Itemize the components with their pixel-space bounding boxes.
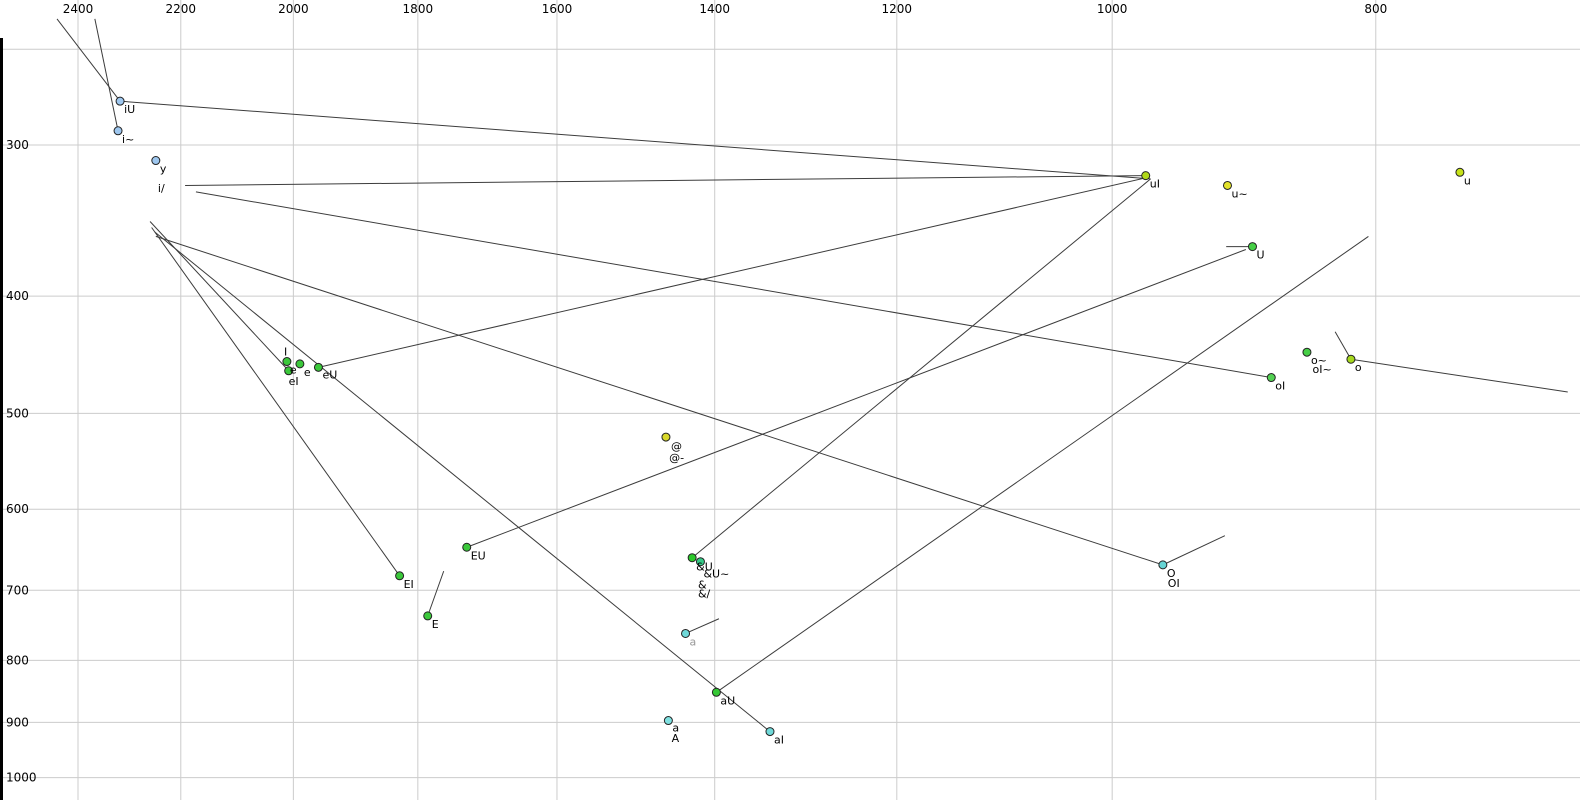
i~-onset-line	[94, 18, 119, 131]
vowel-extra-label: I	[284, 346, 287, 359]
o-tick	[1334, 331, 1352, 360]
vowel-label: e	[304, 366, 311, 379]
vowel-label: uI	[1150, 178, 1160, 191]
x-tick-label: 1400	[699, 2, 730, 16]
y-tick-label: 400	[6, 289, 29, 303]
vowel-point-EU[interactable]	[462, 542, 472, 552]
vowel-point-EI[interactable]	[395, 571, 405, 581]
vowel-label: &U~	[703, 568, 729, 581]
vowel-extra-label: @-	[669, 452, 684, 465]
&U-trajectory	[691, 178, 1151, 559]
iU-trajectory	[120, 100, 1151, 180]
y-tick-label: 500	[6, 406, 29, 420]
vowel-point-o~[interactable]	[1302, 347, 1312, 357]
x-tick-label: 1600	[542, 2, 573, 16]
vowel-point-O[interactable]	[1158, 560, 1168, 570]
vowel-label: @	[671, 440, 682, 453]
vowel-label: u	[1464, 174, 1471, 187]
window-edge	[0, 38, 3, 800]
E-tick	[427, 570, 445, 617]
vowel-label: &U	[696, 561, 713, 574]
vowel-point-aI[interactable]	[765, 727, 775, 737]
vowel-label: i~	[122, 133, 134, 146]
vowel-label: o	[1355, 361, 1362, 374]
vowel-label: EI	[404, 578, 414, 591]
vowel-label: a	[690, 635, 697, 648]
vowel-label: o~	[1311, 354, 1327, 367]
vowel-label: U	[1256, 249, 1264, 262]
vowel-label: aI	[774, 734, 784, 747]
vowel-point-uI[interactable]	[1141, 171, 1151, 181]
vowel-extra-label: oI~	[1313, 363, 1332, 376]
x-tick-label: 2400	[63, 2, 94, 16]
vowel-label: EU	[471, 549, 486, 562]
y-tick-label: 1000	[6, 771, 37, 785]
vowel-label: eU	[322, 368, 337, 381]
y-tick-label: 700	[6, 583, 29, 597]
OI-trajectory	[155, 235, 1164, 566]
y-tick-label: 800	[6, 653, 29, 667]
vowel-point-E[interactable]	[423, 611, 433, 621]
vowel-label: y	[160, 163, 167, 176]
vowel-point-&U~[interactable]	[695, 557, 705, 567]
EU-trajectory	[466, 249, 1247, 548]
x-tick-label: 1800	[403, 2, 434, 16]
vowel-point-i~[interactable]	[113, 126, 123, 136]
vowel-point-iU[interactable]	[115, 96, 125, 106]
vowel-label: a	[672, 722, 679, 735]
vowel-point-&U[interactable]	[687, 553, 697, 563]
vowel-point-aU[interactable]	[711, 687, 721, 697]
vowel-extra-label: OI	[1168, 577, 1180, 590]
x-tick-label: 2200	[166, 2, 197, 16]
aI-trajectory	[154, 231, 771, 732]
O-tick	[1162, 535, 1226, 566]
x-tick-label: 1200	[882, 2, 913, 16]
vowel-point-eI[interactable]	[284, 366, 294, 376]
y-tick-label: 900	[6, 715, 29, 729]
vowel-point-a[interactable]	[681, 628, 691, 638]
vowel-point-eU[interactable]	[313, 362, 323, 372]
x-tick-label: 2000	[278, 2, 309, 16]
a-tick	[685, 618, 720, 634]
vowel-label: aU	[720, 694, 735, 707]
vowel-extra-label: &	[698, 579, 707, 592]
vowel-point-e[interactable]	[282, 357, 292, 367]
aU-trajectory	[716, 236, 1369, 693]
vowel-label: E	[432, 618, 439, 631]
vowel-label: u~	[1231, 187, 1247, 200]
uI-trajectory	[185, 175, 1146, 186]
vowel-point-a[interactable]	[663, 716, 673, 726]
vowel-point-U[interactable]	[1247, 242, 1257, 252]
vowel-point-y[interactable]	[151, 156, 161, 166]
vowel-label: oI	[1275, 380, 1285, 393]
vowel-point-e[interactable]	[295, 359, 305, 369]
vowel-point-@[interactable]	[661, 432, 671, 442]
y-tick-label: 600	[6, 502, 29, 516]
vowel-point-oI[interactable]	[1266, 373, 1276, 383]
vowel-point-u[interactable]	[1455, 167, 1465, 177]
x-tick-label: 800	[1364, 2, 1387, 16]
vowel-label: O	[1167, 567, 1176, 580]
vowel-extra-label: &/	[698, 588, 711, 601]
EI-trajectory	[151, 227, 401, 577]
vowel-extra-label: A	[672, 732, 680, 745]
vowel-point-o[interactable]	[1346, 354, 1356, 364]
vowel-extra-label: i/	[158, 182, 165, 195]
o-tail	[1350, 358, 1568, 393]
iU-onset-line	[56, 18, 121, 102]
eU-trajectory	[318, 176, 1149, 368]
y-tick-label: 300	[6, 138, 29, 152]
oI-trajectory	[195, 191, 1272, 379]
vowel-label: eI	[289, 375, 299, 388]
vowel-label: iU	[124, 103, 135, 116]
vowel-point-u~[interactable]	[1222, 180, 1232, 190]
x-tick-label: 1000	[1097, 2, 1128, 16]
vowel-label: e	[290, 364, 297, 377]
